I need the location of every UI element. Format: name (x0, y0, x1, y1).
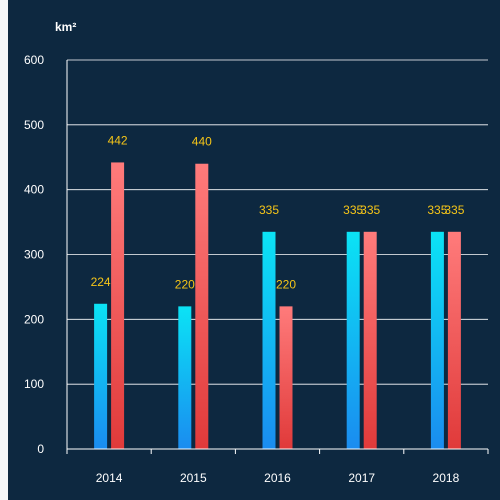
bar (346, 231, 360, 449)
x-tick-label: 2016 (264, 471, 291, 485)
data-label: 220 (175, 277, 195, 291)
x-tick-label: 2015 (180, 471, 207, 485)
gridlines (67, 59, 488, 385)
x-tick-label: 2017 (348, 471, 375, 485)
y-tick-labels: 0 100 200 300 400 500 600 (24, 53, 44, 456)
data-label: 335 (259, 203, 279, 217)
bar (447, 231, 461, 449)
bar (178, 306, 192, 449)
data-label: 335 (360, 203, 380, 217)
data-label: 442 (108, 133, 128, 147)
bar (111, 162, 125, 450)
y-tick-label: 500 (24, 118, 44, 132)
x-tick-label: 2014 (96, 471, 123, 485)
y-tick-label: 400 (24, 183, 44, 197)
bar (279, 306, 293, 449)
x-tick-label: 2018 (433, 471, 460, 485)
bar (363, 231, 377, 449)
data-label: 440 (192, 135, 212, 149)
data-label: 335 (427, 203, 447, 217)
bar (430, 231, 444, 449)
bar (195, 163, 209, 449)
y-axis-unit: km² (55, 20, 76, 34)
y-tick-label: 600 (24, 53, 44, 67)
data-label: 335 (444, 203, 464, 217)
y-tick-label: 0 (37, 442, 44, 456)
bar (94, 303, 108, 449)
bar (262, 231, 276, 449)
x-axis: 2014 2015 2016 2017 2018 (66, 60, 489, 485)
y-tick-label: 200 (24, 312, 44, 326)
data-label: 220 (276, 277, 296, 291)
y-tick-label: 100 (24, 377, 44, 391)
page-edge (0, 0, 8, 500)
data-label: 224 (91, 275, 111, 289)
data-label: 335 (343, 203, 363, 217)
bars (94, 162, 461, 450)
y-tick-label: 300 (24, 248, 44, 262)
